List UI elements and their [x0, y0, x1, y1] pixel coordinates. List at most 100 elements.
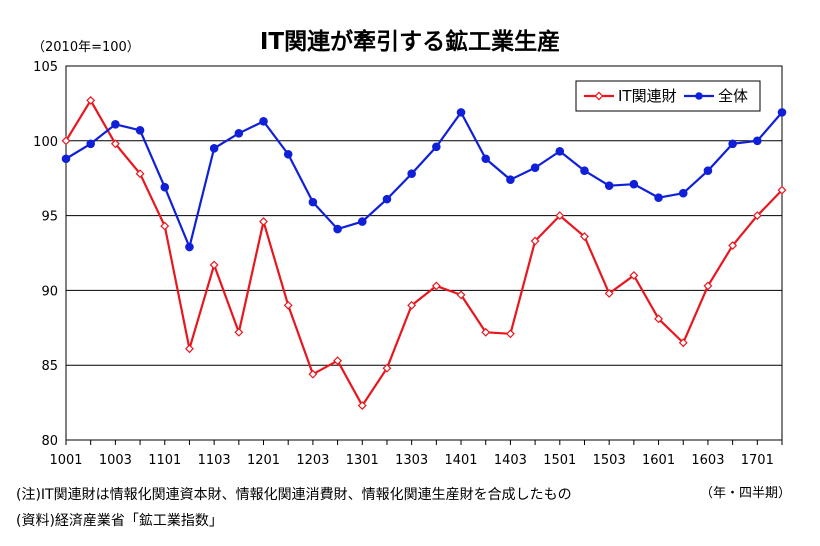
x-axis-unit: （年・四半期） — [700, 486, 792, 501]
data-point — [135, 126, 145, 135]
data-point — [110, 139, 120, 149]
series-2 — [61, 108, 787, 252]
series-line — [65, 99, 783, 407]
data-point — [678, 338, 688, 348]
x-tick-label: 1701 — [741, 453, 774, 468]
series-line — [65, 111, 783, 249]
data-point — [456, 290, 466, 300]
data-point — [604, 288, 614, 298]
data-point — [580, 166, 589, 176]
data-point — [604, 181, 614, 190]
gridlines — [66, 140, 782, 366]
data-point — [703, 281, 713, 291]
data-point — [530, 236, 540, 246]
data-point — [61, 154, 71, 164]
data-point — [160, 221, 170, 231]
data-point — [234, 327, 244, 337]
x-tick-label: 1101 — [148, 453, 181, 468]
data-point — [654, 314, 664, 324]
data-point — [333, 224, 342, 234]
data-point — [283, 149, 293, 159]
data-point — [481, 327, 491, 337]
data-point — [505, 329, 515, 339]
y-tick-label: 105 — [33, 60, 58, 75]
data-point — [185, 242, 194, 252]
data-point — [135, 169, 145, 179]
x-tick-label: 1201 — [247, 453, 280, 468]
data-point — [308, 197, 318, 207]
data-point — [580, 232, 589, 241]
data-point — [728, 241, 738, 250]
data-point — [481, 154, 491, 164]
data-point — [86, 95, 96, 105]
x-tick-label: 1001 — [49, 453, 82, 468]
data-point — [160, 182, 170, 192]
data-point — [555, 211, 565, 221]
source-note: (資料)経済産業省「鉱工業指数」 — [16, 513, 223, 529]
series-1 — [61, 95, 787, 411]
x-tick-label: 1103 — [198, 453, 231, 468]
data-point — [234, 129, 244, 138]
data-point — [333, 356, 343, 366]
data-point — [209, 260, 219, 270]
y-tick-label: 95 — [41, 210, 58, 225]
y-axis-ticks: 80 85 90 95 100 105 — [33, 60, 58, 449]
legend-label: 全体 — [718, 87, 748, 105]
data-point — [777, 185, 787, 195]
data-point — [61, 136, 71, 146]
legend-marker — [695, 92, 703, 100]
x-tick-label: 1503 — [593, 453, 626, 468]
y-tick-label: 80 — [41, 434, 58, 449]
x-tick-label: 1003 — [99, 453, 132, 468]
data-point — [382, 194, 392, 204]
data-point — [111, 120, 120, 129]
data-point — [629, 270, 639, 280]
legend: IT関連財 全体 — [575, 80, 761, 112]
x-tick-label: 1203 — [296, 453, 329, 468]
chart-title: IT関連が牽引する鉱工業生産 — [259, 29, 561, 55]
x-tick-label: 1301 — [346, 453, 379, 468]
data-point — [629, 179, 639, 189]
data-point — [283, 300, 293, 310]
legend-item-2: 全体 — [684, 87, 748, 105]
data-point — [456, 108, 466, 117]
plot-area — [65, 65, 783, 441]
data-point — [259, 117, 268, 126]
data-point — [86, 139, 95, 149]
footnote: (注)IT関連財は情報化関連資本財、情報化関連消費財、情報化関連生産財を合成した… — [16, 487, 572, 503]
data-point — [506, 175, 515, 184]
y-axis-unit: （2010年=100） — [32, 40, 140, 55]
data-point — [382, 363, 392, 373]
legend-marker — [594, 91, 604, 101]
data-point — [407, 300, 417, 310]
legend-item-1: IT関連財 — [584, 87, 677, 105]
y-tick-label: 100 — [33, 135, 58, 150]
series-layer — [61, 95, 787, 411]
data-point — [654, 193, 663, 202]
data-point — [431, 281, 441, 291]
data-point — [703, 166, 713, 176]
data-point — [777, 108, 787, 117]
x-tick-label: 1601 — [642, 453, 675, 468]
data-point — [259, 217, 268, 227]
x-tick-label: 1303 — [395, 453, 428, 468]
data-point — [728, 139, 737, 149]
x-tick-label: 1501 — [543, 453, 576, 468]
x-tick-label: 1603 — [691, 453, 724, 468]
legend-label: IT関連財 — [618, 87, 677, 105]
data-point — [753, 136, 762, 146]
data-point — [184, 344, 194, 354]
data-point — [407, 169, 416, 179]
y-tick-label: 85 — [41, 359, 58, 374]
data-point — [432, 142, 441, 152]
data-point — [752, 211, 762, 221]
data-point — [530, 163, 540, 173]
data-point — [555, 146, 565, 156]
x-tick-label: 1403 — [494, 453, 527, 468]
data-point — [209, 143, 219, 153]
x-tick-label: 1401 — [444, 453, 477, 468]
data-point — [308, 369, 318, 379]
data-point — [357, 217, 367, 226]
x-axis-ticks: 1001 1003 1101 1103 1201 1203 1301 1303 1401 1403… — [49, 440, 783, 468]
